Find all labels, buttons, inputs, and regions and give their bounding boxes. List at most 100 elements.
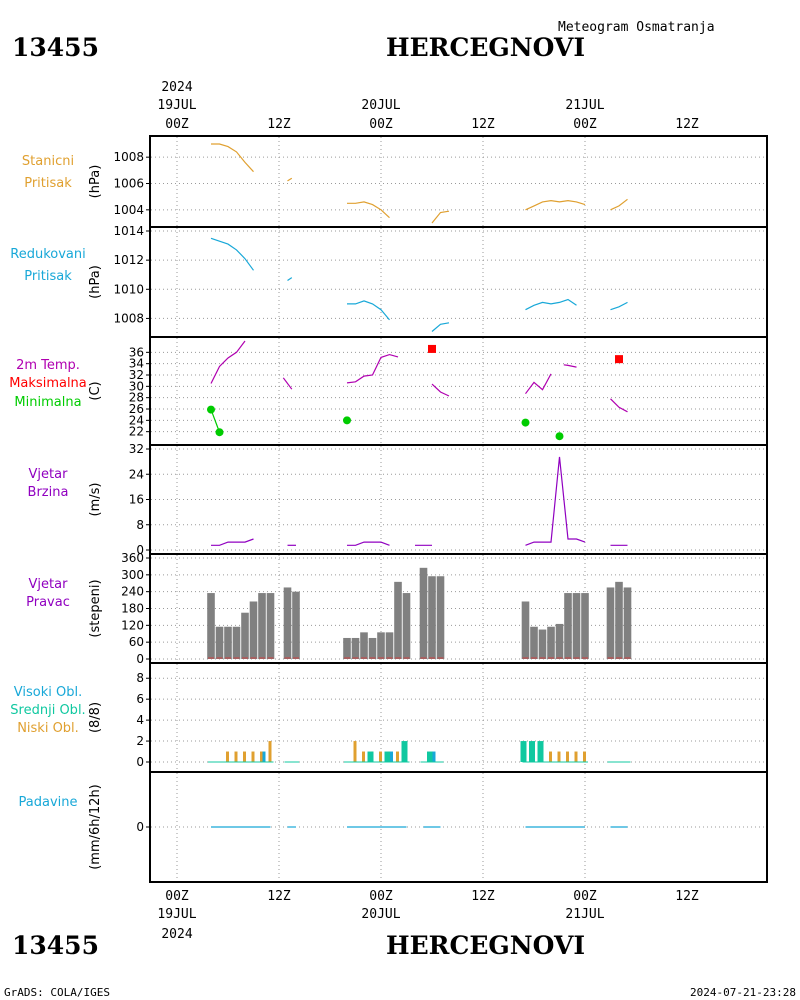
- series-line: [211, 538, 254, 546]
- station-id-top: 13455: [12, 33, 99, 62]
- wind-direction-bar: [351, 637, 360, 659]
- y-tick-label: 24: [129, 413, 144, 427]
- panel-precipitation: 0 (mm/6h/12h) Padavine: [19, 771, 768, 883]
- credit-text: GrADS: COLA/IGES: [4, 986, 110, 999]
- y-tick-label: 120: [121, 618, 144, 632]
- y-tick-label: 360: [121, 551, 144, 565]
- time-label-hour: 12Z: [471, 889, 495, 904]
- cloud-bar: [557, 751, 561, 762]
- cloud-bar: [260, 751, 263, 762]
- station-name-top: HERCEGNOVI: [386, 33, 585, 62]
- cloud-bar: [234, 751, 238, 762]
- y-tick-label: 36: [129, 345, 144, 359]
- series-line: [347, 541, 390, 546]
- time-label-hour: 12Z: [675, 117, 699, 132]
- cloud-bar: [583, 751, 586, 762]
- cloud-bar: [251, 751, 255, 762]
- y-axis-label: (mm/6h/12h): [88, 784, 103, 870]
- min-temp-marker: [343, 416, 351, 425]
- time-label-hour: 12Z: [267, 117, 291, 132]
- max-temp-marker: [428, 344, 436, 353]
- wind-direction-bar: [436, 576, 445, 659]
- panel-label: 2m Temp.: [16, 358, 80, 373]
- series-line: [525, 373, 552, 395]
- y-tick-label: 1012: [113, 253, 144, 267]
- time-label-hour: 00Z: [369, 889, 393, 904]
- y-tick-label: 32: [129, 368, 144, 382]
- series-line: [525, 456, 586, 546]
- y-axis-label: (8/8): [88, 702, 103, 733]
- min-temp-marker: [207, 405, 215, 414]
- y-tick-label: 1008: [113, 150, 144, 164]
- panel-frame: [149, 444, 768, 555]
- panel-label: Srednji Obl.: [10, 703, 85, 718]
- wind-direction-bar: [207, 593, 215, 659]
- y-axis-label: (C): [88, 381, 103, 400]
- wind-direction-bar: [564, 593, 572, 659]
- panel-station-pressure: 1004 1006 1008 (hPa) Stanicni Pritisak: [22, 135, 768, 228]
- cloud-bar: [427, 751, 433, 762]
- series-line: [525, 298, 577, 311]
- y-tick-label: 34: [129, 357, 144, 371]
- wind-direction-bar: [266, 593, 275, 659]
- panel-wind-speed: 0 8 16 24 32 (m/s) Vjetar Brzina: [28, 442, 768, 557]
- panel-wind-direction: 0 60 120 180 240 300 360 (stepeni) Vjetar Pravac: [26, 551, 768, 666]
- panel-label: Pritisak: [24, 176, 72, 191]
- series-line: [431, 383, 450, 397]
- cloud-bar: [390, 751, 393, 762]
- panel-label: Pritisak: [24, 269, 72, 284]
- series-line: [282, 377, 293, 390]
- y-tick-label: 180: [121, 602, 144, 616]
- time-label-date: 20JUL: [361, 98, 400, 113]
- y-tick-label: 28: [129, 391, 144, 405]
- station-name-bottom: HERCEGNOVI: [386, 931, 585, 960]
- y-tick-label: 1004: [113, 203, 144, 217]
- wind-direction-bar: [547, 626, 555, 659]
- series-line: [610, 301, 628, 311]
- series-line: [431, 210, 450, 224]
- y-tick-label: 240: [121, 585, 144, 599]
- panel-label: Pravac: [26, 595, 70, 610]
- product-title: Meteogram Osmatranja: [558, 20, 715, 35]
- y-tick-label: 0: [136, 652, 144, 666]
- cloud-bar: [268, 741, 272, 762]
- series-line: [211, 143, 254, 173]
- wind-direction-bar: [402, 593, 411, 659]
- panel-frame: [149, 135, 768, 228]
- panel-frame: [149, 226, 768, 338]
- wind-direction-bar: [368, 637, 377, 659]
- time-label-hour: 00Z: [165, 889, 189, 904]
- y-tick-label: 22: [129, 425, 144, 439]
- wind-direction-bar: [377, 632, 385, 659]
- wind-direction-bar: [555, 623, 564, 659]
- wind-direction-bar: [394, 581, 402, 659]
- panel-label: Vjetar: [29, 467, 69, 482]
- footer: 00Z 19JUL 2024 12Z 00Z 20JUL 12Z 00Z 21JUL 12Z 13…: [4, 889, 796, 999]
- series-line: [610, 198, 628, 211]
- max-temp-marker: [615, 355, 623, 364]
- panel-frame: [149, 336, 768, 446]
- series-line: [346, 353, 399, 384]
- panel-reduced-pressure: 1008 1010 1012 1014 (hPa)Redukovani Pritisak: [10, 224, 768, 338]
- time-label-hour: 00Z: [573, 117, 597, 132]
- y-tick-label: 60: [129, 635, 144, 649]
- y-tick-label: 0: [136, 820, 144, 834]
- cloud-bar: [574, 751, 578, 762]
- time-label-year: 2024: [161, 80, 192, 95]
- wind-direction-bar: [606, 587, 615, 659]
- cloud-bar: [384, 751, 391, 762]
- wind-direction-bar: [385, 632, 394, 659]
- panels: 1004 1006 1008 (hPa) Stanicni Pritisak 1008 101…: [9, 135, 768, 883]
- series-line: [525, 199, 586, 211]
- wind-direction-bar: [623, 587, 632, 659]
- cloud-bar: [566, 751, 569, 762]
- y-tick-label: 1006: [113, 177, 144, 191]
- cloud-bar: [262, 751, 266, 762]
- panel-label: Visoki Obl.: [14, 685, 82, 700]
- y-tick-label: 4: [136, 713, 144, 727]
- wind-direction-bar: [232, 626, 241, 659]
- time-label-hour: 00Z: [573, 889, 597, 904]
- wind-direction-bar: [538, 629, 547, 659]
